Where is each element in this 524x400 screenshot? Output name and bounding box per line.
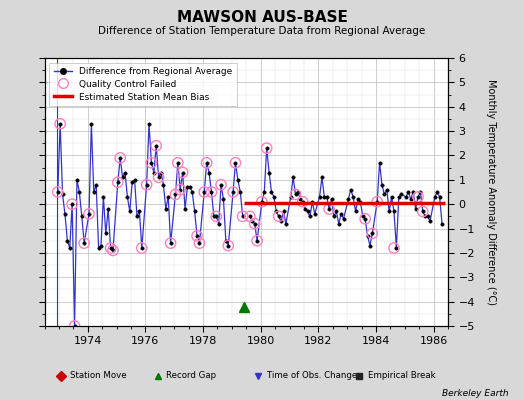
Point [250, 220, 259, 227]
Y-axis label: Monthly Temperature Anomaly Difference (°C): Monthly Temperature Anomaly Difference (… [486, 79, 496, 305]
Point [202, 160, 211, 166]
Point [217, 182, 225, 188]
Text: Record Gap: Record Gap [167, 372, 216, 380]
Point [253, 238, 261, 244]
Point [361, 216, 369, 222]
Point [275, 213, 283, 220]
Point [325, 206, 333, 212]
Point [173, 160, 182, 166]
Point [231, 160, 239, 166]
Point [179, 169, 187, 176]
Point [229, 189, 237, 195]
Point [143, 182, 151, 188]
Point [116, 155, 124, 161]
Point [176, 186, 184, 193]
Point [195, 240, 204, 246]
Point [167, 240, 175, 246]
Point [85, 211, 93, 217]
Point [390, 245, 398, 251]
Text: Empirical Break: Empirical Break [368, 372, 436, 380]
Text: Time of Obs. Change: Time of Obs. Change [267, 372, 357, 380]
Legend: Difference from Regional Average, Quality Control Failed, Estimated Station Mean: Difference from Regional Average, Qualit… [49, 62, 237, 106]
Text: Station Move: Station Move [70, 372, 126, 380]
Point [368, 230, 377, 237]
Point [208, 189, 216, 195]
Point [138, 245, 146, 251]
Point [200, 189, 209, 195]
Point [109, 247, 117, 254]
Point [171, 191, 180, 198]
Point [114, 179, 122, 186]
Point [291, 191, 300, 198]
Point [147, 160, 156, 166]
Point [56, 120, 64, 127]
Text: MAWSON AUS-BASE: MAWSON AUS-BASE [177, 10, 347, 25]
Point [263, 145, 271, 151]
Point [246, 213, 254, 220]
Point [152, 142, 160, 149]
Point [80, 240, 89, 246]
Point [68, 201, 77, 207]
Text: Berkeley Earth: Berkeley Earth [442, 389, 508, 398]
Point [155, 174, 163, 180]
Point [373, 198, 381, 205]
Point [212, 213, 221, 220]
Point [70, 323, 79, 329]
Point [299, 198, 307, 205]
Point [258, 198, 266, 205]
Point [238, 213, 247, 220]
Point [419, 208, 427, 215]
Point [106, 245, 115, 251]
Text: Difference of Station Temperature Data from Regional Average: Difference of Station Temperature Data f… [99, 26, 425, 36]
Point [224, 242, 233, 249]
Point [414, 194, 422, 200]
Point [193, 233, 201, 239]
Point [53, 189, 62, 195]
